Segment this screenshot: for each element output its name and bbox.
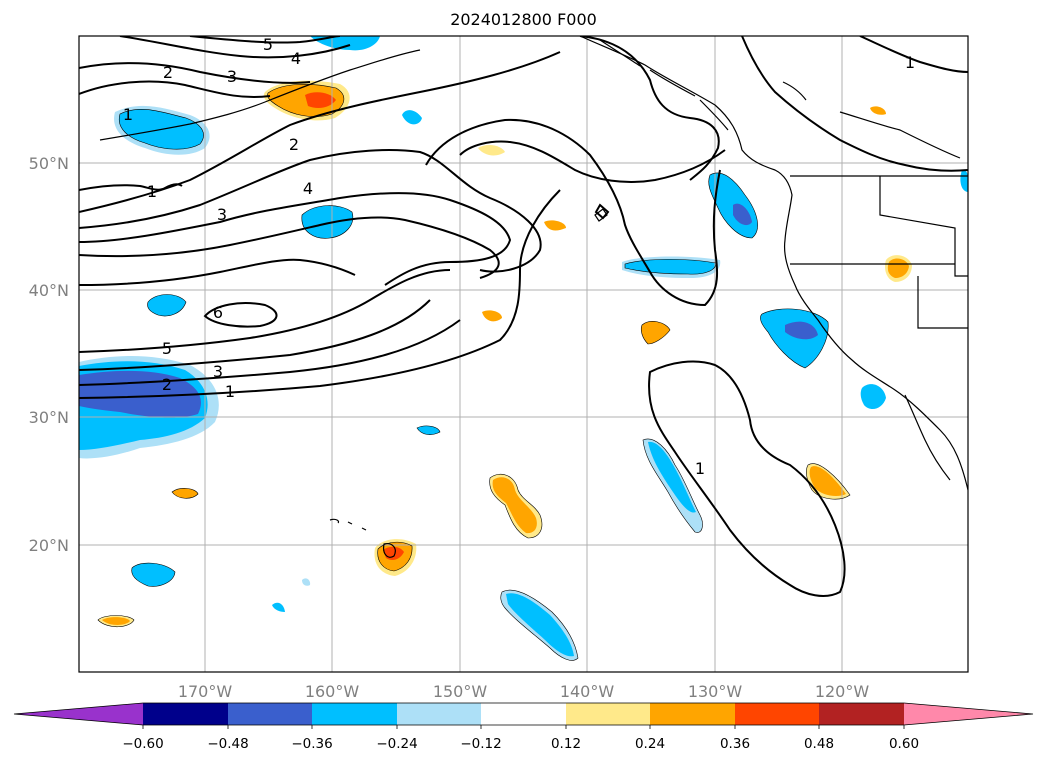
colorbar-tick-label: −0.48 bbox=[207, 736, 248, 752]
colorbar-segment bbox=[312, 703, 397, 725]
negative-anomaly-area bbox=[131, 563, 175, 587]
colorbar-segment bbox=[819, 703, 904, 725]
colorbar-segment bbox=[566, 703, 650, 725]
longitude-label: 160°W bbox=[305, 682, 360, 701]
longitude-label: 140°W bbox=[560, 682, 615, 701]
positive-anomaly-area bbox=[870, 106, 886, 115]
contour-label: 3 bbox=[213, 362, 223, 381]
colorbar-tick-label: −0.12 bbox=[460, 736, 501, 752]
positive-anomaly-area bbox=[544, 220, 566, 231]
colorbar-tick-label: 0.36 bbox=[720, 736, 750, 752]
coastlines bbox=[99, 36, 968, 558]
colorbar-tick-label: 0.24 bbox=[635, 736, 665, 752]
colorbar-tick-label: 0.12 bbox=[551, 736, 581, 752]
colorbar-tick-label: −0.36 bbox=[291, 736, 332, 752]
negative-anomaly-area bbox=[272, 602, 285, 612]
positive-anomaly-area bbox=[641, 321, 670, 344]
contour-label: 1 bbox=[123, 105, 133, 124]
colorbar-extend-low bbox=[14, 703, 143, 725]
contour-label: 5 bbox=[263, 35, 273, 54]
colorbar-tick-label: −0.24 bbox=[376, 736, 417, 752]
contour-label: 2 bbox=[163, 63, 173, 82]
shaded-field bbox=[79, 36, 968, 661]
contour-label: 1 bbox=[695, 459, 705, 478]
colorbar-segment bbox=[397, 703, 481, 725]
negative-anomaly-area bbox=[417, 425, 440, 435]
negative-anomaly-area bbox=[860, 384, 886, 410]
contour-label: 3 bbox=[227, 67, 237, 86]
contour-label: 1 bbox=[225, 382, 235, 401]
colorbar-extend-high bbox=[904, 703, 1033, 725]
positive-anomaly-area bbox=[478, 145, 505, 156]
contour-label: 1 bbox=[147, 182, 157, 201]
colorbar-segment bbox=[228, 703, 312, 725]
contour-label: 2 bbox=[162, 375, 172, 394]
negative-anomaly-area bbox=[79, 370, 201, 418]
negative-anomaly-area bbox=[147, 294, 186, 316]
colorbar-tick-label: 0.60 bbox=[889, 736, 919, 752]
colorbar-segment bbox=[143, 703, 228, 725]
map-frame bbox=[78, 35, 969, 673]
negative-anomaly-area bbox=[733, 203, 752, 226]
contour-label: 6 bbox=[213, 303, 223, 322]
negative-anomaly-area bbox=[625, 259, 716, 275]
latitude-label: 40°N bbox=[29, 281, 69, 300]
negative-anomaly-area bbox=[301, 205, 353, 239]
map-background bbox=[79, 36, 968, 672]
contour-label: 4 bbox=[291, 49, 301, 68]
contour-labels: 5 4 2 3 1 2 1 4 3 6 5 3 2 1 1 1 bbox=[123, 35, 915, 478]
longitude-label: 150°W bbox=[433, 682, 488, 701]
colorbar: −0.60 −0.48 −0.36 −0.24 −0.12 0.12 0.24 … bbox=[13, 702, 1034, 752]
colorbar-segment bbox=[735, 703, 819, 725]
contour-lines bbox=[79, 36, 968, 597]
negative-anomaly-area bbox=[310, 36, 380, 51]
colorbar-segment bbox=[481, 703, 566, 725]
negative-anomaly-area bbox=[402, 110, 422, 125]
contour-label: 2 bbox=[289, 135, 299, 154]
colorbar-tick-label: −0.60 bbox=[122, 736, 163, 752]
negative-anomaly-area bbox=[648, 441, 696, 513]
latitude-label: 20°N bbox=[29, 536, 69, 555]
longitude-label: 130°W bbox=[688, 682, 743, 701]
negative-anomaly-area bbox=[506, 593, 574, 657]
negative-anomaly-area bbox=[302, 578, 311, 586]
graticule bbox=[79, 36, 968, 672]
colorbar-segment bbox=[650, 703, 735, 725]
positive-anomaly-area bbox=[305, 92, 336, 108]
map-title: 2024012800 F000 bbox=[450, 10, 597, 29]
contour-label: 5 bbox=[162, 339, 172, 358]
positive-anomaly-area bbox=[887, 258, 909, 278]
negative-anomaly-area bbox=[760, 308, 829, 368]
longitude-label: 170°W bbox=[178, 682, 233, 701]
positive-anomaly-area bbox=[482, 310, 502, 322]
contour-label: 4 bbox=[303, 179, 313, 198]
positive-anomaly-area bbox=[809, 466, 846, 496]
latitude-label: 50°N bbox=[29, 154, 69, 173]
positive-anomaly-area bbox=[267, 84, 344, 117]
positive-anomaly-area bbox=[172, 488, 198, 499]
latitude-label: 30°N bbox=[29, 408, 69, 427]
contour-label: 3 bbox=[217, 205, 227, 224]
colorbar-tick-label: 0.48 bbox=[804, 736, 834, 752]
longitude-label: 120°W bbox=[815, 682, 870, 701]
positive-anomaly-area bbox=[492, 477, 537, 534]
negative-anomaly-area bbox=[785, 321, 818, 340]
contour-label: 1 bbox=[905, 53, 915, 72]
positive-anomaly-area bbox=[102, 617, 130, 625]
